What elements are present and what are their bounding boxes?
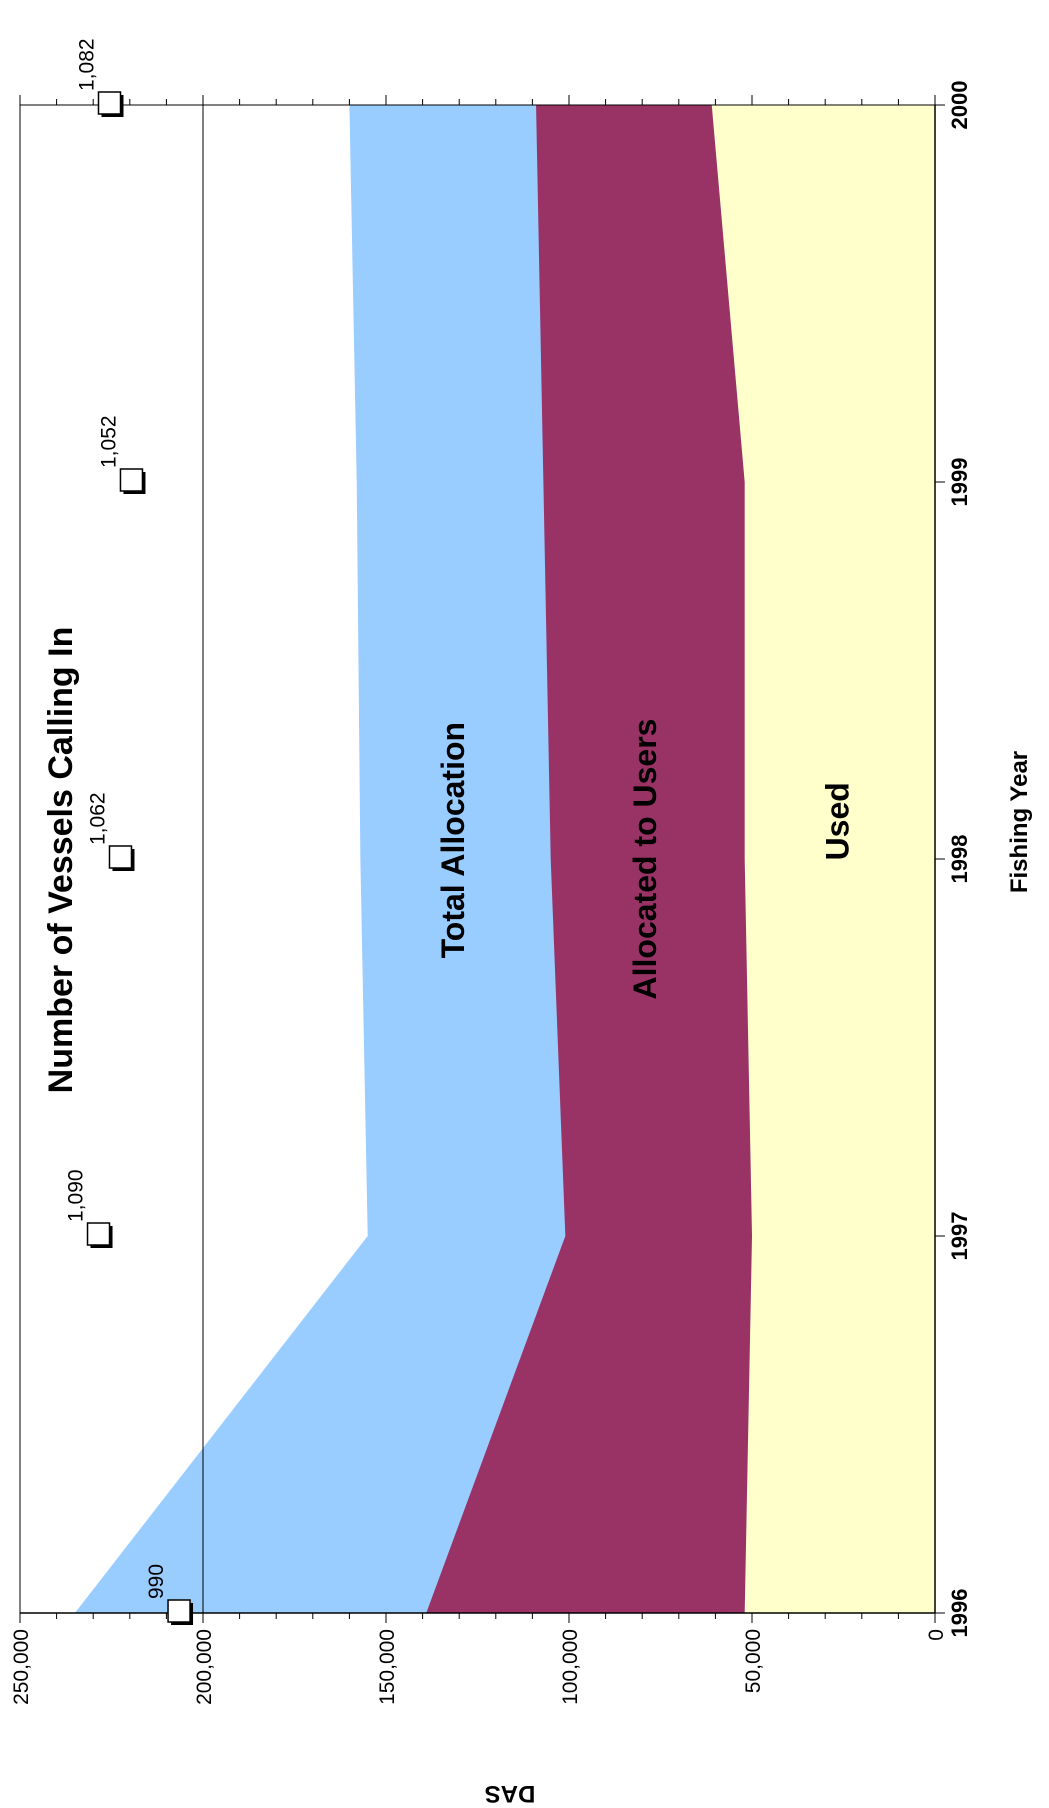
vessel-count-label: 1,082	[76, 38, 99, 91]
vessel-marker	[86, 1222, 111, 1246]
vessel-marker	[108, 845, 133, 869]
vessel-count-label: 990	[145, 1564, 168, 1599]
das-tick-label: 250,000	[10, 1629, 33, 1705]
marker-layer: 990 1,090 1,062 1,052 1,082	[65, 38, 194, 1625]
area-label-total-allocation: Total Allocation	[435, 722, 471, 958]
area-layer	[74, 105, 935, 1613]
das-tick-label: 200,000	[193, 1629, 216, 1705]
y-axis-title: DAS	[485, 1780, 536, 1807]
area-label-layer: Total Allocation Allocated to Users Used	[435, 719, 855, 1000]
das-tick-label: 150,000	[376, 1629, 399, 1705]
vessel-count-label: 1,062	[86, 792, 109, 845]
axis-layer: 0 50,000 100,000 150,000 200,000 250,000 1996 1…	[10, 81, 972, 1705]
year-tick-label: 2000	[947, 81, 972, 130]
x-axis-title: Fishing Year	[1006, 751, 1033, 893]
vessel-marker	[97, 91, 122, 115]
year-tick-label: 1999	[947, 458, 972, 507]
vessel-count-label: 1,090	[65, 1169, 88, 1222]
chart-title: Number of Vessels Calling In	[42, 627, 80, 1094]
vessel-count-label: 1,052	[97, 415, 120, 468]
area-label-allocated-to-users: Allocated to Users	[627, 719, 663, 1000]
year-tick-label: 1996	[947, 1589, 972, 1638]
vessel-marker	[167, 1599, 191, 1623]
area-label-used: Used	[819, 782, 855, 860]
das-tick-label: 0	[925, 1629, 948, 1641]
vessel-marker	[119, 468, 144, 492]
year-tick-label: 1998	[947, 835, 972, 884]
das-tick-label: 100,000	[559, 1629, 582, 1705]
year-tick-label: 1997	[947, 1212, 972, 1261]
das-tick-label: 50,000	[742, 1629, 765, 1693]
used-area	[711, 105, 935, 1613]
